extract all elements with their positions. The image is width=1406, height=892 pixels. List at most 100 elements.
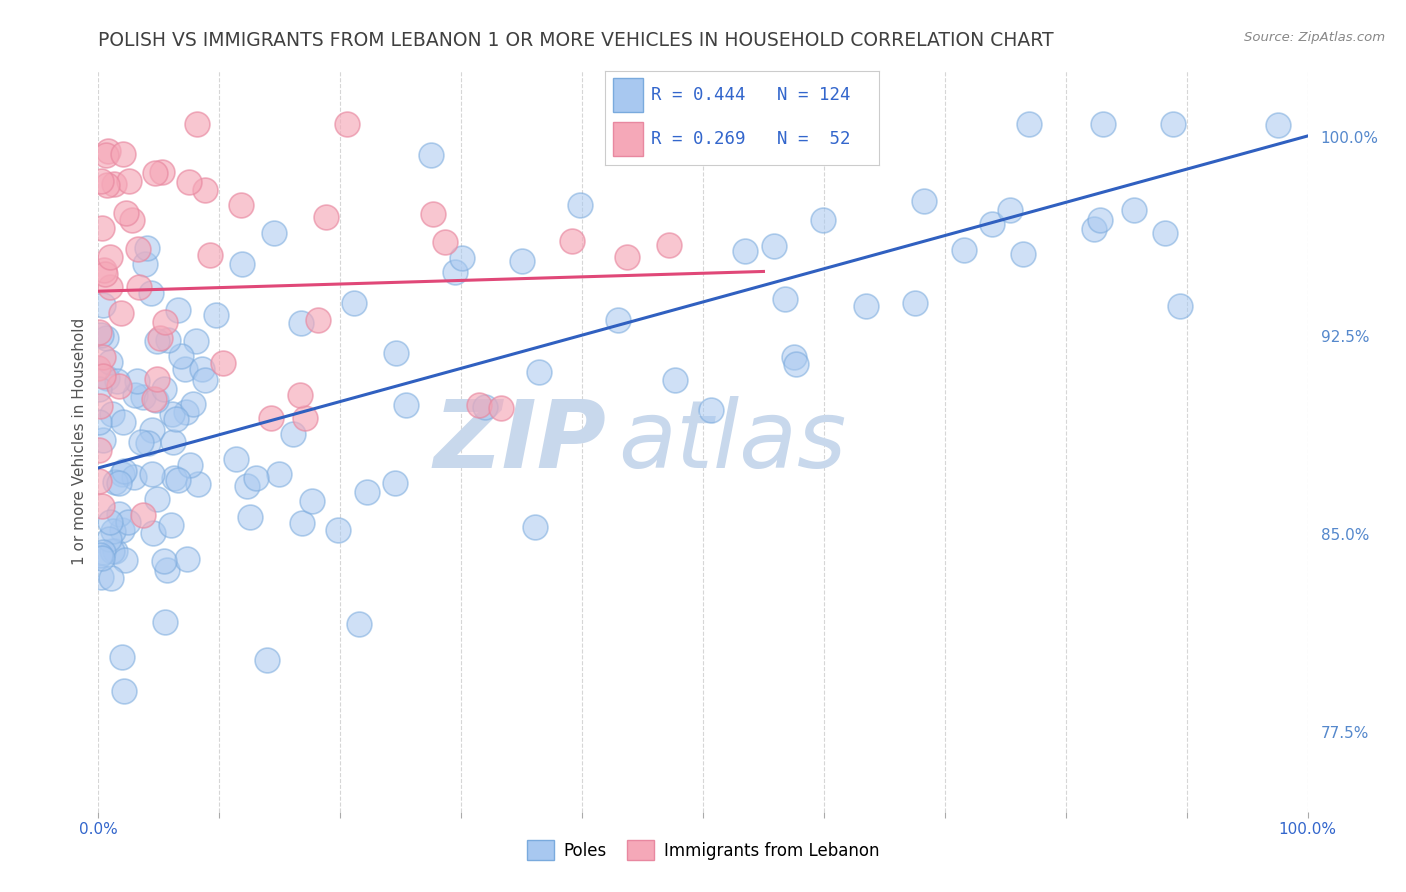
Point	[510, 254, 533, 268]
Point	[146, 334, 169, 348]
Point	[153, 382, 176, 396]
Bar	[613, 78, 643, 112]
Point	[112, 415, 135, 429]
Point	[128, 280, 150, 294]
Point	[93, 263, 115, 277]
Point	[156, 333, 179, 347]
Point	[162, 407, 184, 421]
Point	[231, 257, 253, 271]
Point	[315, 210, 337, 224]
Point	[148, 331, 170, 345]
Point	[174, 362, 197, 376]
Point	[384, 475, 406, 490]
Point	[434, 235, 457, 249]
Point	[143, 166, 166, 180]
Point	[294, 411, 316, 425]
Point	[912, 194, 935, 208]
Point	[108, 507, 131, 521]
Point	[422, 206, 444, 220]
Point	[256, 653, 278, 667]
Point	[101, 544, 124, 558]
Point	[156, 563, 179, 577]
Point	[281, 427, 304, 442]
Point	[191, 362, 214, 376]
Point	[100, 572, 122, 586]
Legend: Poles, Immigrants from Lebanon: Poles, Immigrants from Lebanon	[520, 834, 886, 866]
Point	[658, 238, 681, 252]
Point	[1012, 247, 1035, 261]
Point	[89, 382, 111, 396]
Point	[347, 617, 370, 632]
Point	[775, 292, 797, 306]
Point	[796, 117, 818, 131]
Point	[98, 515, 121, 529]
Point	[104, 544, 127, 558]
Point	[98, 250, 121, 264]
Point	[90, 499, 112, 513]
Point	[336, 117, 359, 131]
Point	[981, 217, 1004, 231]
Point	[134, 257, 156, 271]
Point	[90, 328, 112, 343]
Point	[89, 548, 111, 562]
Point	[162, 435, 184, 450]
Point	[91, 545, 114, 559]
Y-axis label: 1 or more Vehicles in Household: 1 or more Vehicles in Household	[72, 318, 87, 566]
Point	[93, 298, 115, 312]
Point	[87, 442, 110, 457]
Point	[103, 177, 125, 191]
Point	[145, 392, 167, 407]
Point	[91, 550, 114, 565]
Point	[127, 242, 149, 256]
Point	[607, 313, 630, 327]
Point	[1092, 117, 1115, 131]
Point	[117, 515, 139, 529]
Point	[153, 315, 176, 329]
Point	[98, 280, 121, 294]
Text: POLISH VS IMMIGRANTS FROM LEBANON 1 OR MORE VEHICLES IN HOUSEHOLD CORRELATION CH: POLISH VS IMMIGRANTS FROM LEBANON 1 OR M…	[98, 31, 1054, 50]
Point	[114, 684, 136, 698]
Point	[450, 251, 472, 265]
Point	[194, 183, 217, 197]
Point	[998, 202, 1021, 217]
Point	[110, 306, 132, 320]
Point	[112, 464, 135, 478]
Point	[291, 516, 314, 530]
Point	[166, 303, 188, 318]
Point	[155, 615, 177, 629]
Point	[132, 391, 155, 405]
Point	[111, 467, 134, 482]
Point	[1267, 118, 1289, 132]
Point	[245, 471, 267, 485]
Text: ZIP: ZIP	[433, 395, 606, 488]
Point	[1168, 300, 1191, 314]
Point	[118, 174, 141, 188]
Point	[142, 525, 165, 540]
Point	[90, 174, 112, 188]
Point	[290, 316, 312, 330]
Point	[98, 355, 121, 369]
Point	[269, 467, 291, 481]
Text: atlas: atlas	[619, 396, 846, 487]
Point	[136, 436, 159, 450]
Point	[87, 474, 110, 488]
Point	[184, 334, 207, 349]
Point	[115, 206, 138, 220]
Point	[153, 554, 176, 568]
Point	[664, 373, 686, 387]
Point	[179, 175, 201, 189]
Point	[301, 494, 323, 508]
Point	[1123, 202, 1146, 217]
Point	[146, 372, 169, 386]
Point	[204, 308, 226, 322]
Point	[159, 517, 181, 532]
Point	[1088, 212, 1111, 227]
Point	[90, 570, 112, 584]
Point	[111, 649, 134, 664]
Point	[785, 357, 807, 371]
Point	[105, 374, 128, 388]
Point	[132, 508, 155, 523]
Point	[89, 325, 111, 339]
Point	[114, 553, 136, 567]
Point	[129, 435, 152, 450]
